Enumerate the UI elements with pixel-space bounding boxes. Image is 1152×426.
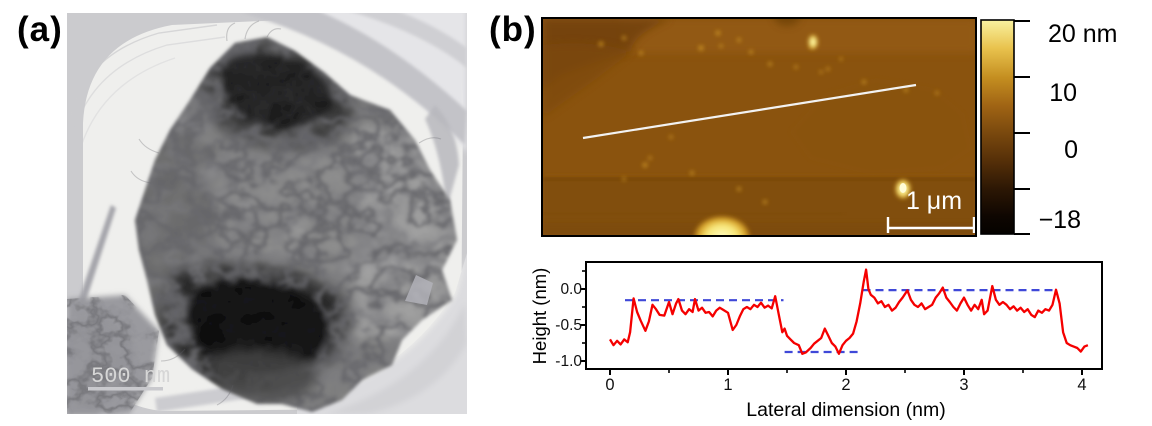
- svg-text:Lateral dimension (nm): Lateral dimension (nm): [746, 399, 945, 421]
- svg-text:0: 0: [605, 376, 614, 394]
- svg-text:20 nm: 20 nm: [1048, 20, 1117, 48]
- svg-text:Height (nm): Height (nm): [529, 268, 550, 365]
- svg-text:0: 0: [1064, 136, 1078, 164]
- svg-text:10: 10: [1049, 79, 1077, 107]
- svg-text:-0.5: -0.5: [555, 317, 582, 334]
- svg-text:1: 1: [723, 376, 732, 394]
- svg-text:−18: −18: [1039, 206, 1081, 234]
- svg-text:500 nm: 500 nm: [91, 364, 170, 389]
- svg-text:0.0: 0.0: [560, 281, 582, 298]
- svg-text:-1.0: -1.0: [555, 353, 582, 370]
- svg-text:4: 4: [1077, 376, 1086, 394]
- svg-text:3: 3: [959, 376, 968, 394]
- svg-text:2: 2: [841, 376, 850, 394]
- svg-text:1 μm: 1 μm: [906, 187, 962, 215]
